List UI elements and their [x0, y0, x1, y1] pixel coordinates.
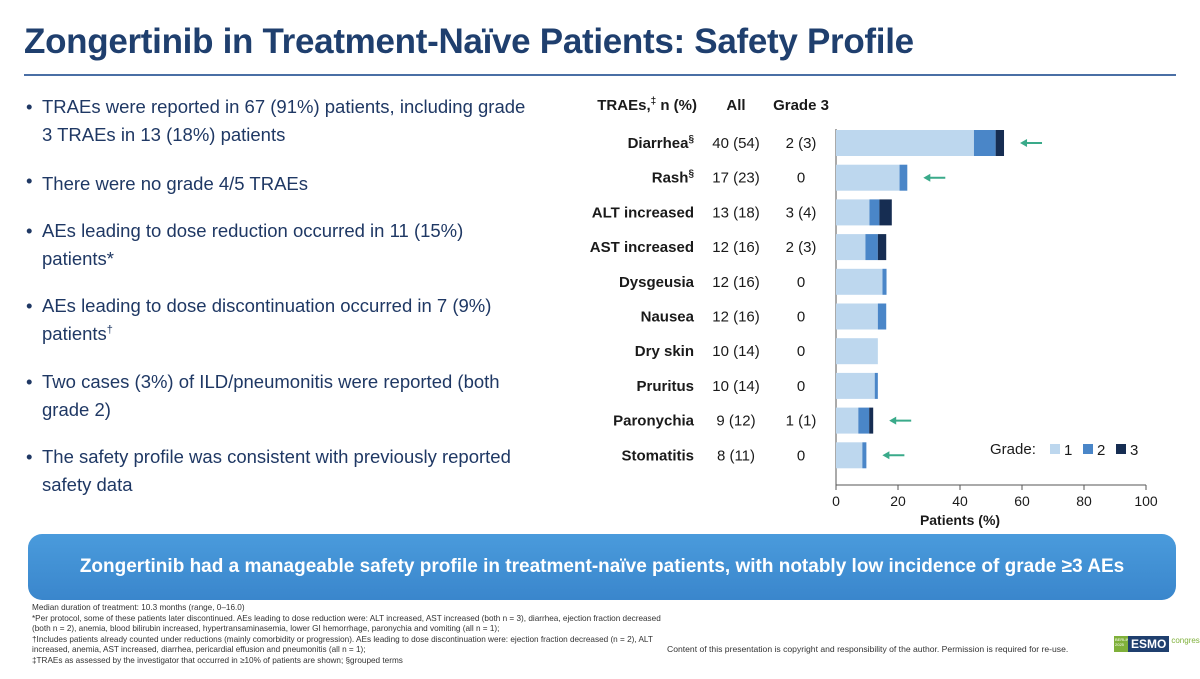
bar-grade-2 — [973, 130, 996, 156]
x-tick-label: 20 — [890, 493, 906, 509]
copyright-notice: Content of this presentation is copyrigh… — [667, 644, 1069, 654]
highlight-arrowhead — [1020, 139, 1028, 147]
all-count-label: 13 (18) — [712, 204, 760, 221]
x-tick-label: 0 — [832, 493, 840, 509]
bar-grade-2 — [858, 407, 870, 434]
bar-grade-3 — [995, 130, 1005, 156]
bullet-item: TRAEs were reported in 67 (91%) patients… — [26, 94, 526, 147]
legend-swatch-1 — [1050, 444, 1060, 454]
grade3-count-label: 0 — [797, 343, 805, 360]
bar-grade-1 — [836, 164, 900, 191]
logo-word: congress — [1171, 636, 1200, 645]
highlight-arrowhead — [889, 416, 897, 425]
x-axis-title: Patients (%) — [920, 512, 1000, 528]
header-trae-label: TRAEs,‡ n (%) — [597, 96, 697, 114]
bar-grade-1 — [836, 130, 974, 156]
bar-grade-1 — [836, 234, 866, 261]
legend-title: Grade: — [990, 441, 1036, 458]
legend-label: 3 — [1130, 442, 1138, 459]
bar-grade-2 — [874, 372, 878, 399]
esmo-logo: BERLIN 2025 ESMO congress — [1114, 636, 1200, 652]
footnote: Median duration of treatment: 10.3 month… — [32, 603, 245, 612]
bar-grade-1 — [836, 303, 878, 330]
highlight-arrowhead — [882, 451, 890, 460]
all-count-label: 8 (11) — [717, 447, 755, 464]
conclusion-banner: Zongertinib had a manageable safety prof… — [28, 534, 1176, 600]
bullet-item: AEs leading to dose reduction occurred i… — [26, 218, 526, 271]
bar-grade-3 — [879, 199, 892, 226]
category-label: Paronychia — [613, 413, 695, 430]
footnotes: Median duration of treatment: 10.3 month… — [32, 603, 672, 667]
bar-grade-1 — [836, 199, 870, 226]
bar-grade-2 — [877, 303, 887, 330]
grade3-count-label: 0 — [797, 309, 805, 326]
category-label: Pruritus — [636, 378, 694, 395]
all-count-label: 17 (23) — [712, 170, 760, 187]
title-divider — [24, 74, 1176, 76]
bar-grade-3 — [869, 407, 874, 434]
bullet-item: The safety profile was consistent with p… — [26, 444, 526, 497]
header-all-label: All — [726, 97, 745, 114]
bar-grade-2 — [882, 268, 887, 295]
bar-grade-2 — [862, 442, 867, 469]
legend-label: 2 — [1097, 442, 1105, 459]
bar-grade-1 — [836, 268, 883, 295]
all-count-label: 12 (16) — [712, 239, 760, 256]
x-tick-label: 60 — [1014, 493, 1030, 509]
legend-swatch-2 — [1083, 444, 1093, 454]
grade3-count-label: 0 — [797, 378, 805, 395]
bullet-item: Two cases (3%) of ILD/pneumonitis were r… — [26, 369, 526, 422]
all-count-label: 12 (16) — [712, 309, 760, 326]
bar-grade-1 — [836, 338, 878, 365]
footnote: ‡TRAEs as assessed by the investigator t… — [32, 655, 403, 665]
header-grade3-label: Grade 3 — [773, 97, 829, 114]
bar-grade-2 — [869, 199, 880, 226]
category-label: ALT increased — [592, 204, 694, 221]
page-title: Zongertinib in Treatment-Naïve Patients:… — [24, 22, 914, 61]
bar-grade-1 — [836, 372, 875, 399]
grade3-count-label: 0 — [797, 274, 805, 291]
footnote: *Per protocol, some of these patients la… — [32, 613, 661, 634]
logo-city: BERLIN 2025 — [1114, 636, 1129, 652]
footnote: †Includes patients already counted under… — [32, 634, 653, 655]
bullet-list: TRAEs were reported in 67 (91%) patients… — [26, 94, 526, 519]
all-count-label: 12 (16) — [712, 274, 760, 291]
category-label: Nausea — [641, 309, 695, 326]
all-count-label: 9 (12) — [716, 413, 755, 430]
all-count-label: 10 (14) — [712, 378, 760, 395]
all-count-label: 40 (54) — [712, 135, 760, 152]
grade3-count-label: 1 (1) — [786, 413, 817, 430]
grade3-count-label: 0 — [797, 170, 805, 187]
bar-grade-2 — [899, 164, 908, 191]
category-label: AST increased — [590, 239, 694, 256]
grade3-count-label: 2 (3) — [786, 239, 817, 256]
category-label: Diarrhea§ — [628, 134, 695, 152]
grade3-count-label: 3 (4) — [786, 204, 817, 221]
bar-grade-1 — [836, 407, 859, 434]
x-tick-label: 40 — [952, 493, 968, 509]
bar-grade-3 — [877, 234, 887, 261]
all-count-label: 10 (14) — [712, 343, 760, 360]
bullet-item: AEs leading to dose discontinuation occu… — [26, 293, 526, 346]
highlight-arrowhead — [923, 173, 931, 182]
category-label: Dry skin — [635, 343, 694, 360]
bullet-item: There were no grade 4/5 TRAEs — [26, 168, 526, 196]
category-label: Rash§ — [652, 169, 695, 187]
bar-grade-2 — [865, 234, 878, 261]
logo-brand: ESMO — [1128, 636, 1170, 652]
category-label: Stomatitis — [621, 447, 694, 464]
x-tick-label: 100 — [1134, 493, 1158, 509]
trae-bar-chart: TRAEs,‡ n (%) All Grade 3 Diarrhea§ 40 (54) 2… — [590, 96, 1158, 528]
legend-label: 1 — [1064, 442, 1072, 459]
grade3-count-label: 0 — [797, 447, 805, 464]
x-tick-label: 80 — [1076, 493, 1092, 509]
bar-grade-1 — [836, 442, 863, 469]
category-label: Dysgeusia — [619, 274, 695, 291]
grade3-count-label: 2 (3) — [786, 135, 817, 152]
legend-swatch-3 — [1116, 444, 1126, 454]
